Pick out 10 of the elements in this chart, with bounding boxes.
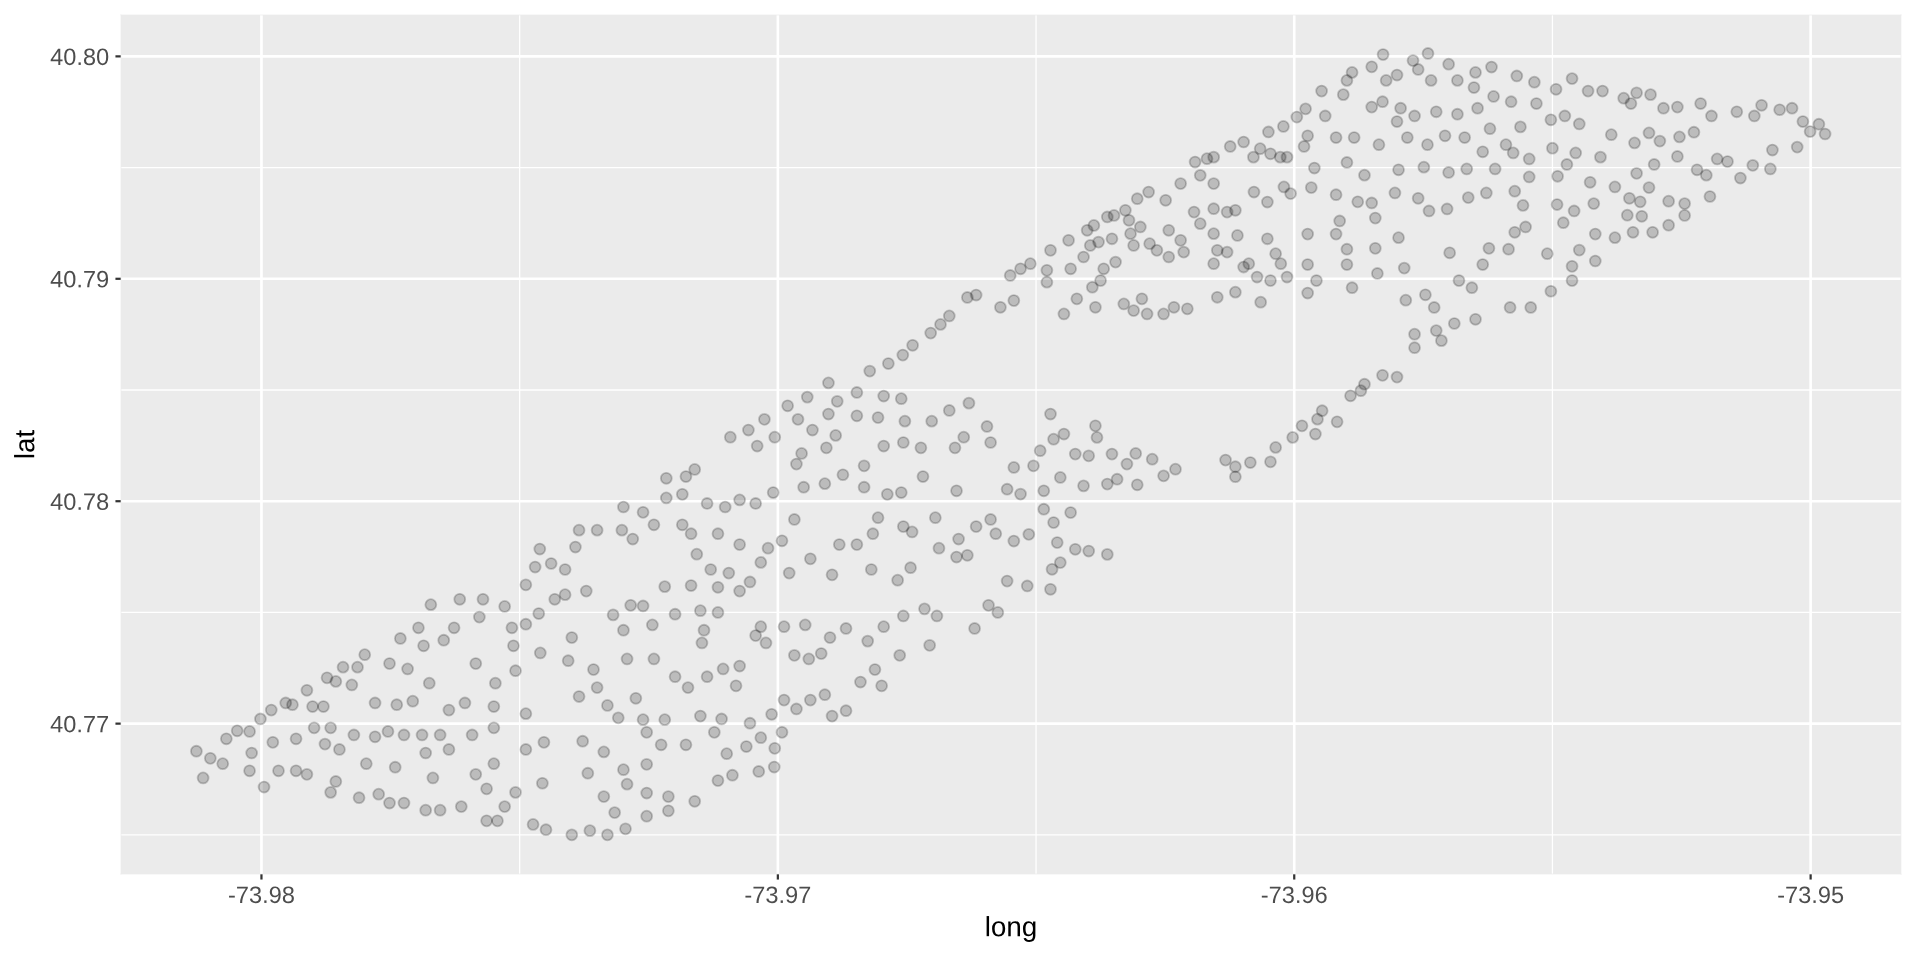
x-tick-label: -73.96 — [1261, 886, 1327, 904]
x-tick-label: -73.97 — [745, 886, 811, 904]
y-tick-label: 40.77 — [50, 715, 109, 733]
y-tick-label: 40.78 — [50, 493, 109, 511]
y-axis-title: lat — [14, 430, 35, 458]
y-tick-label: 40.80 — [50, 48, 109, 66]
x-tick-label: -73.98 — [229, 886, 294, 904]
x-tick-label: -73.95 — [1778, 886, 1844, 904]
y-tick-label: 40.79 — [50, 270, 109, 288]
x-axis-title: long — [986, 916, 1036, 942]
